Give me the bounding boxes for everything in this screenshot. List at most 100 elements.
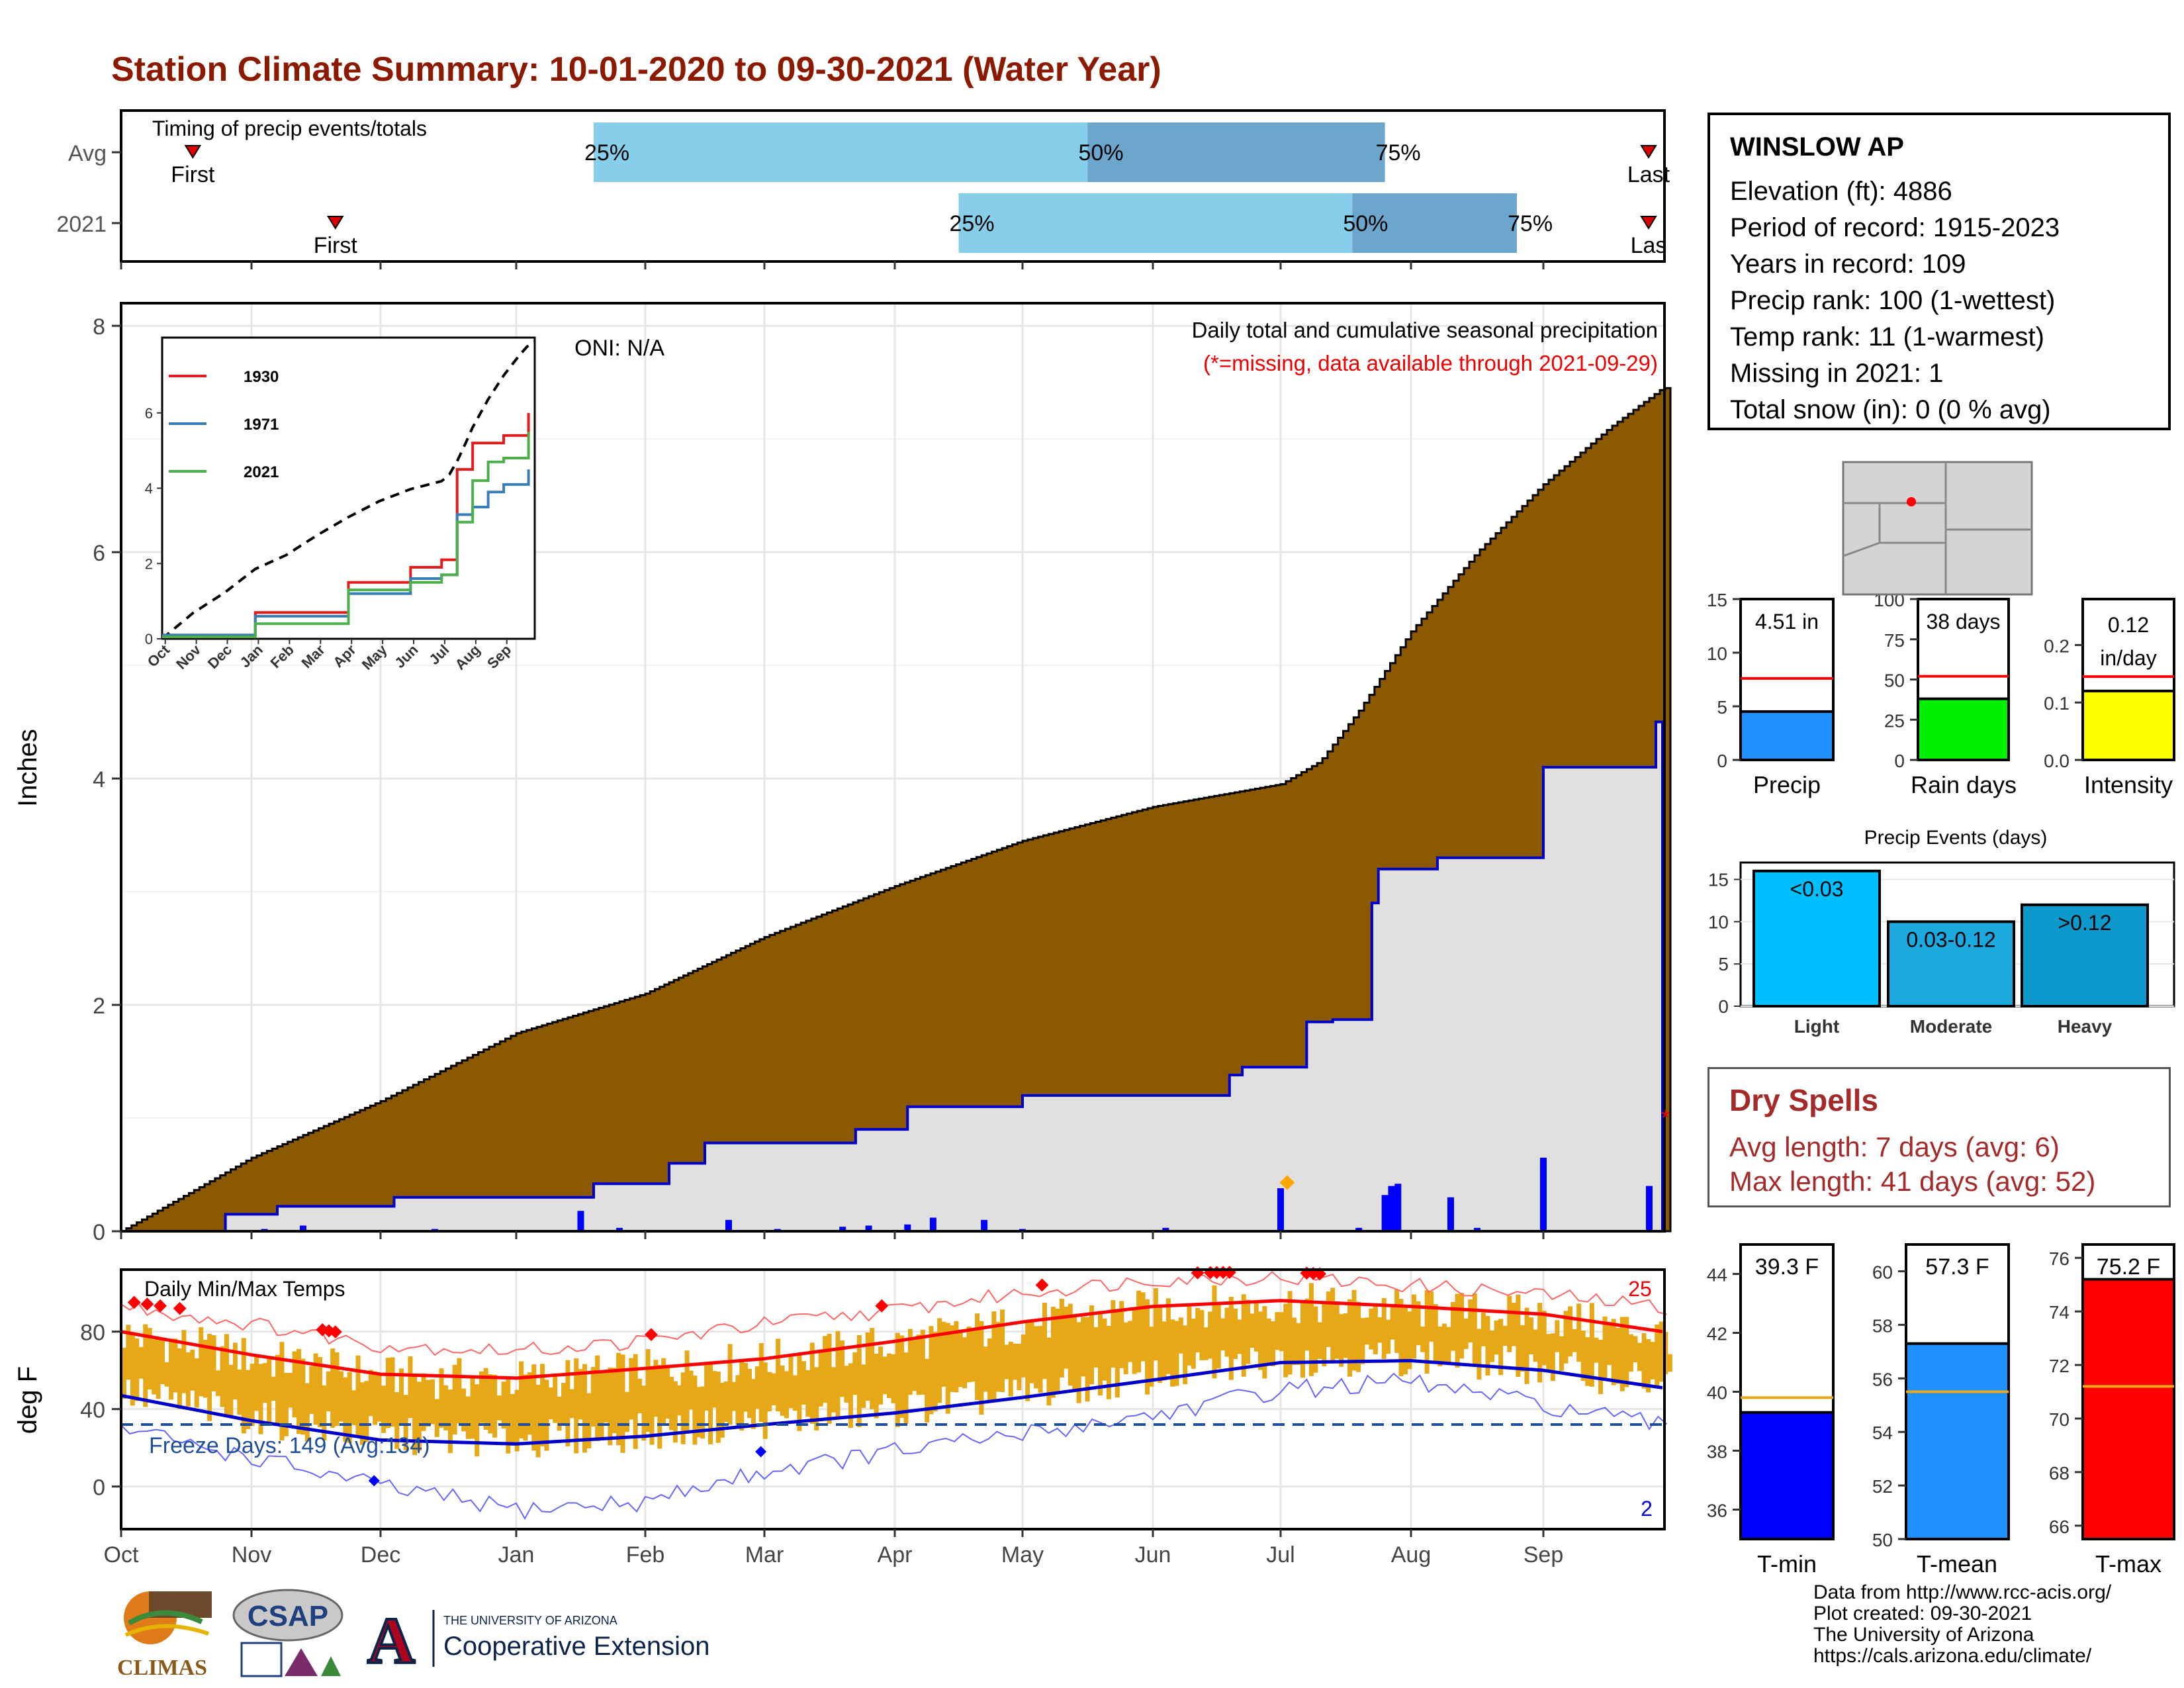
daily-temp-bar [1355, 1301, 1361, 1372]
events-bar [1887, 920, 2015, 1008]
daily-temp-bar [1433, 1304, 1438, 1362]
inset-legend-label: 1971 [244, 416, 279, 434]
daily-temp-bar [1424, 1290, 1430, 1374]
daily-temp-bar [1607, 1321, 1612, 1366]
daily-temp-bar [309, 1366, 314, 1415]
daily-temp-bar [645, 1349, 651, 1432]
daily-temp-bar [1537, 1303, 1543, 1383]
avg-cumulative-area [121, 387, 1672, 1233]
daily-temp-bar [912, 1340, 917, 1391]
dry-spells-box: Dry Spells Avg length: 7 days (avg: 6) M… [1707, 1067, 2171, 1207]
daily-temp-bar [304, 1383, 310, 1442]
daily-temp-bar [1187, 1306, 1192, 1366]
timing-row-label: Avg [68, 141, 107, 166]
daily-temp-bar [483, 1368, 488, 1430]
daily-record-marker [1279, 1175, 1295, 1190]
station-elevation: Elevation (ft): 4886 [1730, 177, 1952, 206]
daily-temp-bar [1480, 1312, 1486, 1346]
daily-temp-bar [194, 1358, 199, 1408]
daily-temp-bar [207, 1334, 212, 1421]
timing-q75-label: 75% [1508, 211, 1553, 236]
daily-temp-bar [1246, 1299, 1251, 1364]
daily-temp-bar [649, 1366, 655, 1445]
daily-temp-bar [595, 1355, 600, 1442]
temp-bar-y-tick-label: 54 [1872, 1423, 1893, 1443]
daily-temp-bar [1228, 1297, 1234, 1380]
credit-line: The University of Arizona [1813, 1624, 2034, 1646]
daily-temp-bar [839, 1340, 844, 1397]
daily-temp-bar [1546, 1334, 1551, 1372]
daily-temp-bar [704, 1363, 709, 1411]
daily-temp-bar [160, 1340, 165, 1385]
daily-temp-bar [1140, 1292, 1146, 1362]
daily-temp-bar [1386, 1319, 1391, 1354]
daily-temp-bar [1369, 1308, 1374, 1350]
daily-temp-bar [1050, 1307, 1056, 1398]
daily-temp-bar [134, 1338, 140, 1401]
daily-temp-bar [338, 1371, 343, 1422]
temp-bar-name: T-max [2095, 1550, 2161, 1577]
daily-temp-bar [1598, 1340, 1603, 1395]
month-label: Mar [745, 1542, 784, 1568]
daily-temp-bar [1563, 1311, 1569, 1364]
daily-temp-bar [874, 1354, 879, 1419]
daily-temp-bar [797, 1355, 802, 1431]
daily-temp-bar [292, 1351, 297, 1418]
temp-bar-y-tick-label: 42 [1707, 1324, 1727, 1344]
daily-temp-bar [966, 1327, 972, 1383]
temp-y-tick-label: 40 [80, 1398, 105, 1423]
mini-bar-value [1739, 710, 1835, 761]
daily-temp-bar [970, 1331, 976, 1382]
month-label: Nov [232, 1542, 271, 1568]
daily-temp-bar [1093, 1327, 1099, 1368]
station-period: Period of record: 1915-2023 [1730, 213, 2060, 242]
timing-bar-q50-q75 [1087, 122, 1385, 182]
precip-missing-label: (*=missing, data available through 2021-… [1203, 351, 1658, 375]
daily-temp-bar [954, 1321, 959, 1393]
daily-temp-bar [1407, 1311, 1412, 1370]
credit-line: Plot created: 09-30-2021 [1813, 1603, 2032, 1624]
daily-precip-bar [577, 1211, 584, 1231]
daily-temp-bar [1416, 1301, 1421, 1346]
daily-temp-bar [1237, 1319, 1242, 1354]
daily-temp-bar [624, 1391, 629, 1432]
daily-temp-bar [216, 1370, 221, 1396]
daily-temp-bar [731, 1382, 737, 1411]
daily-temp-bar [688, 1370, 694, 1410]
daily-temp-bar [1485, 1315, 1490, 1376]
daily-temp-bar [421, 1373, 426, 1431]
daily-temp-bar [523, 1374, 528, 1441]
credits: Data from http://www.rcc-acis.org/ Plot … [1813, 1582, 2111, 1667]
daily-temp-bar [569, 1389, 574, 1419]
daily-precip-bar [1388, 1186, 1395, 1231]
daily-temp-bar [991, 1311, 997, 1401]
daily-temp-bar [929, 1326, 934, 1415]
daily-temp-bar [629, 1358, 634, 1420]
daily-temp-bar [164, 1362, 169, 1387]
last-marker-icon [1640, 216, 1657, 230]
daily-temp-bar [975, 1313, 980, 1400]
temp-bar-y-tick-label: 70 [2049, 1409, 2070, 1430]
daily-temp-bar [1585, 1336, 1590, 1386]
daily-temp-bar [447, 1389, 453, 1454]
daily-temp-bar [1174, 1321, 1179, 1386]
station-info-box: WINSLOW AP Elevation (ft): 4886 Period o… [1707, 113, 2171, 430]
daily-temp-bar [743, 1363, 749, 1412]
daily-temp-bar [535, 1384, 541, 1458]
daily-temp-bar [1624, 1317, 1629, 1387]
daily-temp-bar [557, 1396, 562, 1431]
daily-temp-bar [439, 1368, 444, 1428]
daily-temp-bar [434, 1399, 439, 1437]
daily-temp-bar [1468, 1299, 1473, 1342]
timing-bar-q25-q50 [594, 122, 1088, 182]
daily-temp-bar [680, 1372, 686, 1444]
daily-temp-bar [1533, 1329, 1538, 1362]
daily-temp-bar [780, 1365, 785, 1416]
daily-temp-bar [1275, 1312, 1280, 1350]
daily-temp-bar [1541, 1311, 1547, 1366]
temp-bar-y-tick-label: 68 [2049, 1463, 2070, 1483]
inset-series-line [162, 412, 530, 637]
record-high-marker [875, 1299, 889, 1313]
daily-temp-bar [1446, 1327, 1451, 1364]
